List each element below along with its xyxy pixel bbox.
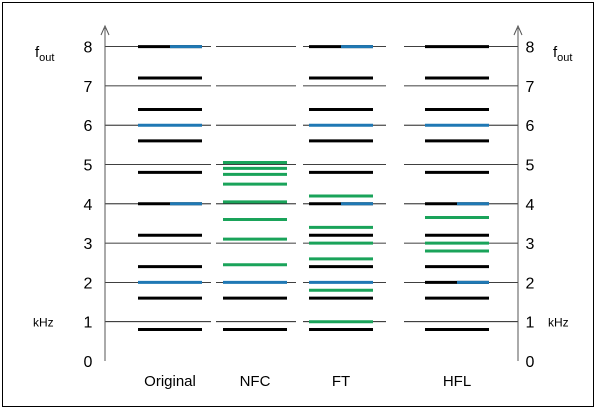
right-axis-title: fout — [553, 44, 572, 64]
right-tick-label: 7 — [526, 79, 535, 96]
left-tick-label: 7 — [84, 79, 93, 96]
right-tick-label: 3 — [526, 236, 535, 253]
right-tick-label: 1 — [526, 315, 535, 332]
right-tick-label: 5 — [526, 158, 535, 175]
right-tick-label: 2 — [526, 275, 535, 292]
right-tick-label: 6 — [526, 118, 535, 135]
column-label: Original — [144, 373, 196, 390]
right-tick-label: 0 — [526, 354, 535, 371]
left-tick-label: 8 — [84, 40, 93, 57]
left-tick-label: 5 — [84, 158, 93, 175]
left-axis-title: fout — [35, 44, 54, 64]
column-label: HFL — [443, 373, 471, 390]
left-tick-label: 1 — [84, 315, 93, 332]
left-tick-label: 2 — [84, 275, 93, 292]
right-unit-label: kHz — [548, 316, 569, 330]
column-label: FT — [332, 373, 350, 390]
column-gap-1 — [211, 30, 216, 350]
right-tick-label: 4 — [526, 197, 535, 214]
right-axis-arrow — [513, 24, 523, 36]
column-gap-2 — [296, 30, 303, 350]
left-tick-label: 3 — [84, 236, 93, 253]
left-tick-label: 0 — [84, 354, 93, 371]
left-tick-label: 6 — [84, 118, 93, 135]
left-axis-arrow — [100, 24, 110, 36]
column-label: NFC — [240, 373, 271, 390]
left-unit-label: kHz — [33, 316, 54, 330]
column-gap-3 — [386, 30, 404, 350]
left-tick-label: 4 — [84, 197, 93, 214]
right-tick-label: 8 — [526, 40, 535, 57]
